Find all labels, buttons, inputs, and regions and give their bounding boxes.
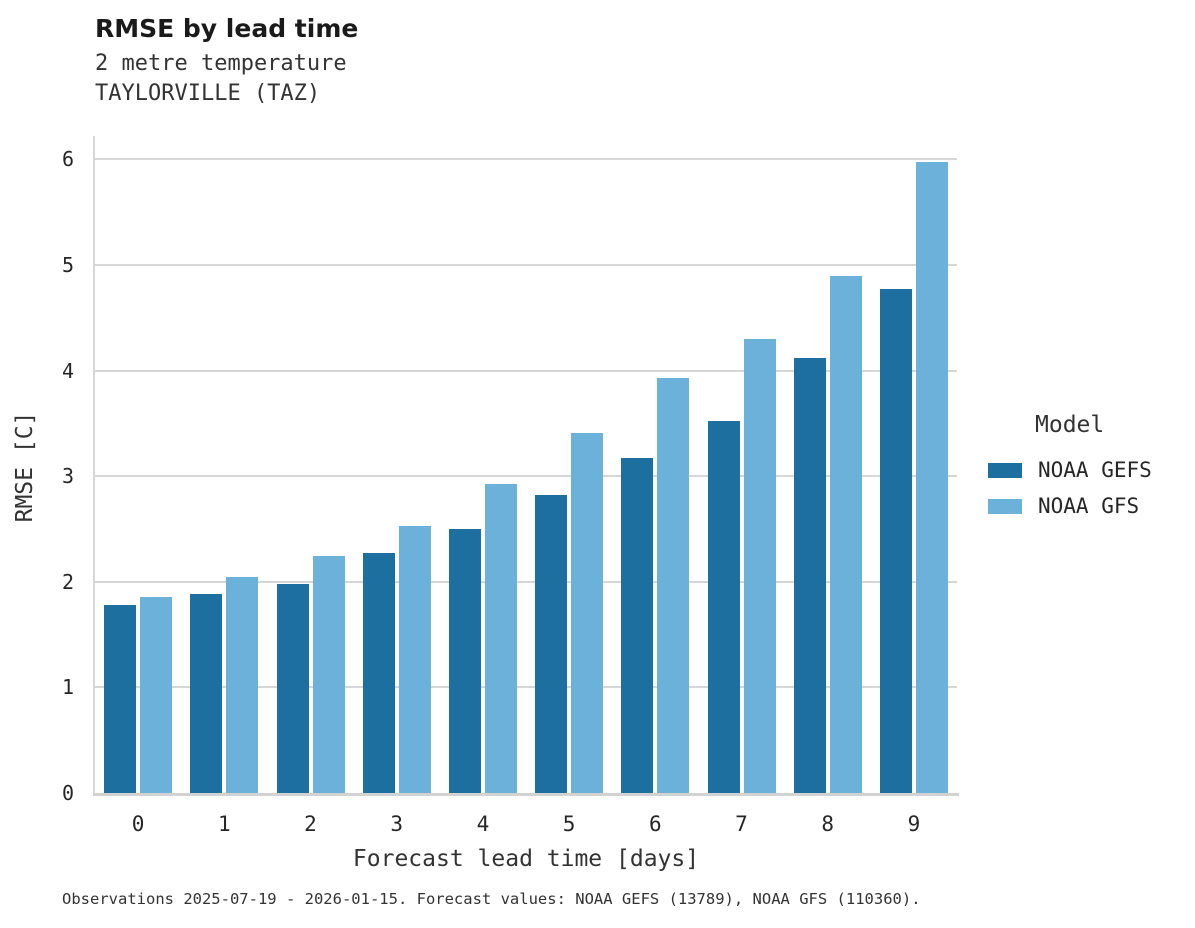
x-tick-label-1: 1 <box>217 812 231 836</box>
y-tick-label-0: 0 <box>61 781 74 805</box>
x-tick-label-3: 3 <box>390 812 404 836</box>
bar-noaa-gefs-lead-0 <box>104 605 137 793</box>
gridline-y4 <box>95 369 957 372</box>
bar-noaa-gefs-lead-9 <box>879 289 912 793</box>
x-tick-label-7: 7 <box>735 812 748 836</box>
legend-entry-noaa-gfs: NOAA GFS <box>988 488 1152 524</box>
bar-noaa-gefs-lead-8 <box>793 358 826 793</box>
gridline-y2 <box>95 580 957 583</box>
bar-noaa-gefs-lead-7 <box>707 421 740 793</box>
legend-title: Model <box>1035 412 1105 438</box>
x-tick-label-5: 5 <box>562 812 576 836</box>
footer-caption: Observations 2025-07-19 - 2026-01-15. Fo… <box>62 890 921 908</box>
bar-noaa-gfs-lead-6 <box>657 378 690 793</box>
legend-entry-noaa-gefs: NOAA GEFS <box>988 452 1152 488</box>
legend-label: NOAA GEFS <box>1038 458 1152 482</box>
y-axis-spine <box>93 136 95 796</box>
chart-title: RMSE by lead time <box>95 14 359 43</box>
legend-entries: NOAA GEFS NOAA GFS <box>988 452 1152 524</box>
y-tick-label-5: 5 <box>61 253 74 277</box>
y-tick-label-2: 2 <box>61 569 74 594</box>
bar-noaa-gefs-lead-4 <box>448 529 481 793</box>
bar-noaa-gefs-lead-1 <box>190 594 223 793</box>
plot-area <box>95 136 957 793</box>
bar-noaa-gefs-lead-6 <box>621 458 654 793</box>
legend-swatch-icon <box>988 498 1022 514</box>
y-tick-label-3: 3 <box>61 464 74 489</box>
bar-noaa-gfs-lead-4 <box>484 484 517 793</box>
bar-noaa-gefs-lead-5 <box>535 495 568 793</box>
gridline-y1 <box>95 686 957 689</box>
x-tick-label-4: 4 <box>476 812 490 836</box>
bar-noaa-gefs-lead-2 <box>276 584 309 793</box>
chart-subtitle-station: TAYLORVILLE (TAZ) <box>95 81 321 106</box>
chart-subtitle-variable: 2 metre temperature <box>95 51 347 76</box>
bar-noaa-gfs-lead-0 <box>140 597 173 793</box>
legend-label: NOAA GFS <box>1038 494 1140 518</box>
x-tick-label-2: 2 <box>304 812 317 836</box>
y-tick-label-1: 1 <box>61 675 74 700</box>
gridline-y3 <box>95 475 957 478</box>
bar-noaa-gfs-lead-3 <box>398 526 431 793</box>
gridline-y6 <box>95 158 957 161</box>
x-tick-label-8: 8 <box>821 812 835 836</box>
legend: Model NOAA GEFS NOAA GFS <box>988 412 1152 524</box>
bar-noaa-gfs-lead-1 <box>226 577 259 793</box>
y-tick-label-4: 4 <box>61 358 74 383</box>
legend-swatch-icon <box>988 462 1022 478</box>
y-tick-label-6: 6 <box>61 147 74 172</box>
y-axis-label: RMSE [C] <box>12 411 38 523</box>
bar-noaa-gfs-lead-7 <box>743 339 776 793</box>
x-tick-label-6: 6 <box>648 812 662 836</box>
x-axis-label: Forecast lead time [days] <box>352 846 700 872</box>
bar-noaa-gfs-lead-5 <box>571 433 604 793</box>
bar-noaa-gfs-lead-2 <box>312 556 345 793</box>
bar-noaa-gfs-lead-9 <box>915 162 948 793</box>
bar-noaa-gfs-lead-8 <box>829 276 862 793</box>
x-tick-label-0: 0 <box>131 812 145 836</box>
x-tick-label-9: 9 <box>907 812 921 836</box>
gridline-y5 <box>95 264 957 266</box>
bar-noaa-gefs-lead-3 <box>362 553 395 793</box>
x-axis-spine <box>93 793 959 796</box>
